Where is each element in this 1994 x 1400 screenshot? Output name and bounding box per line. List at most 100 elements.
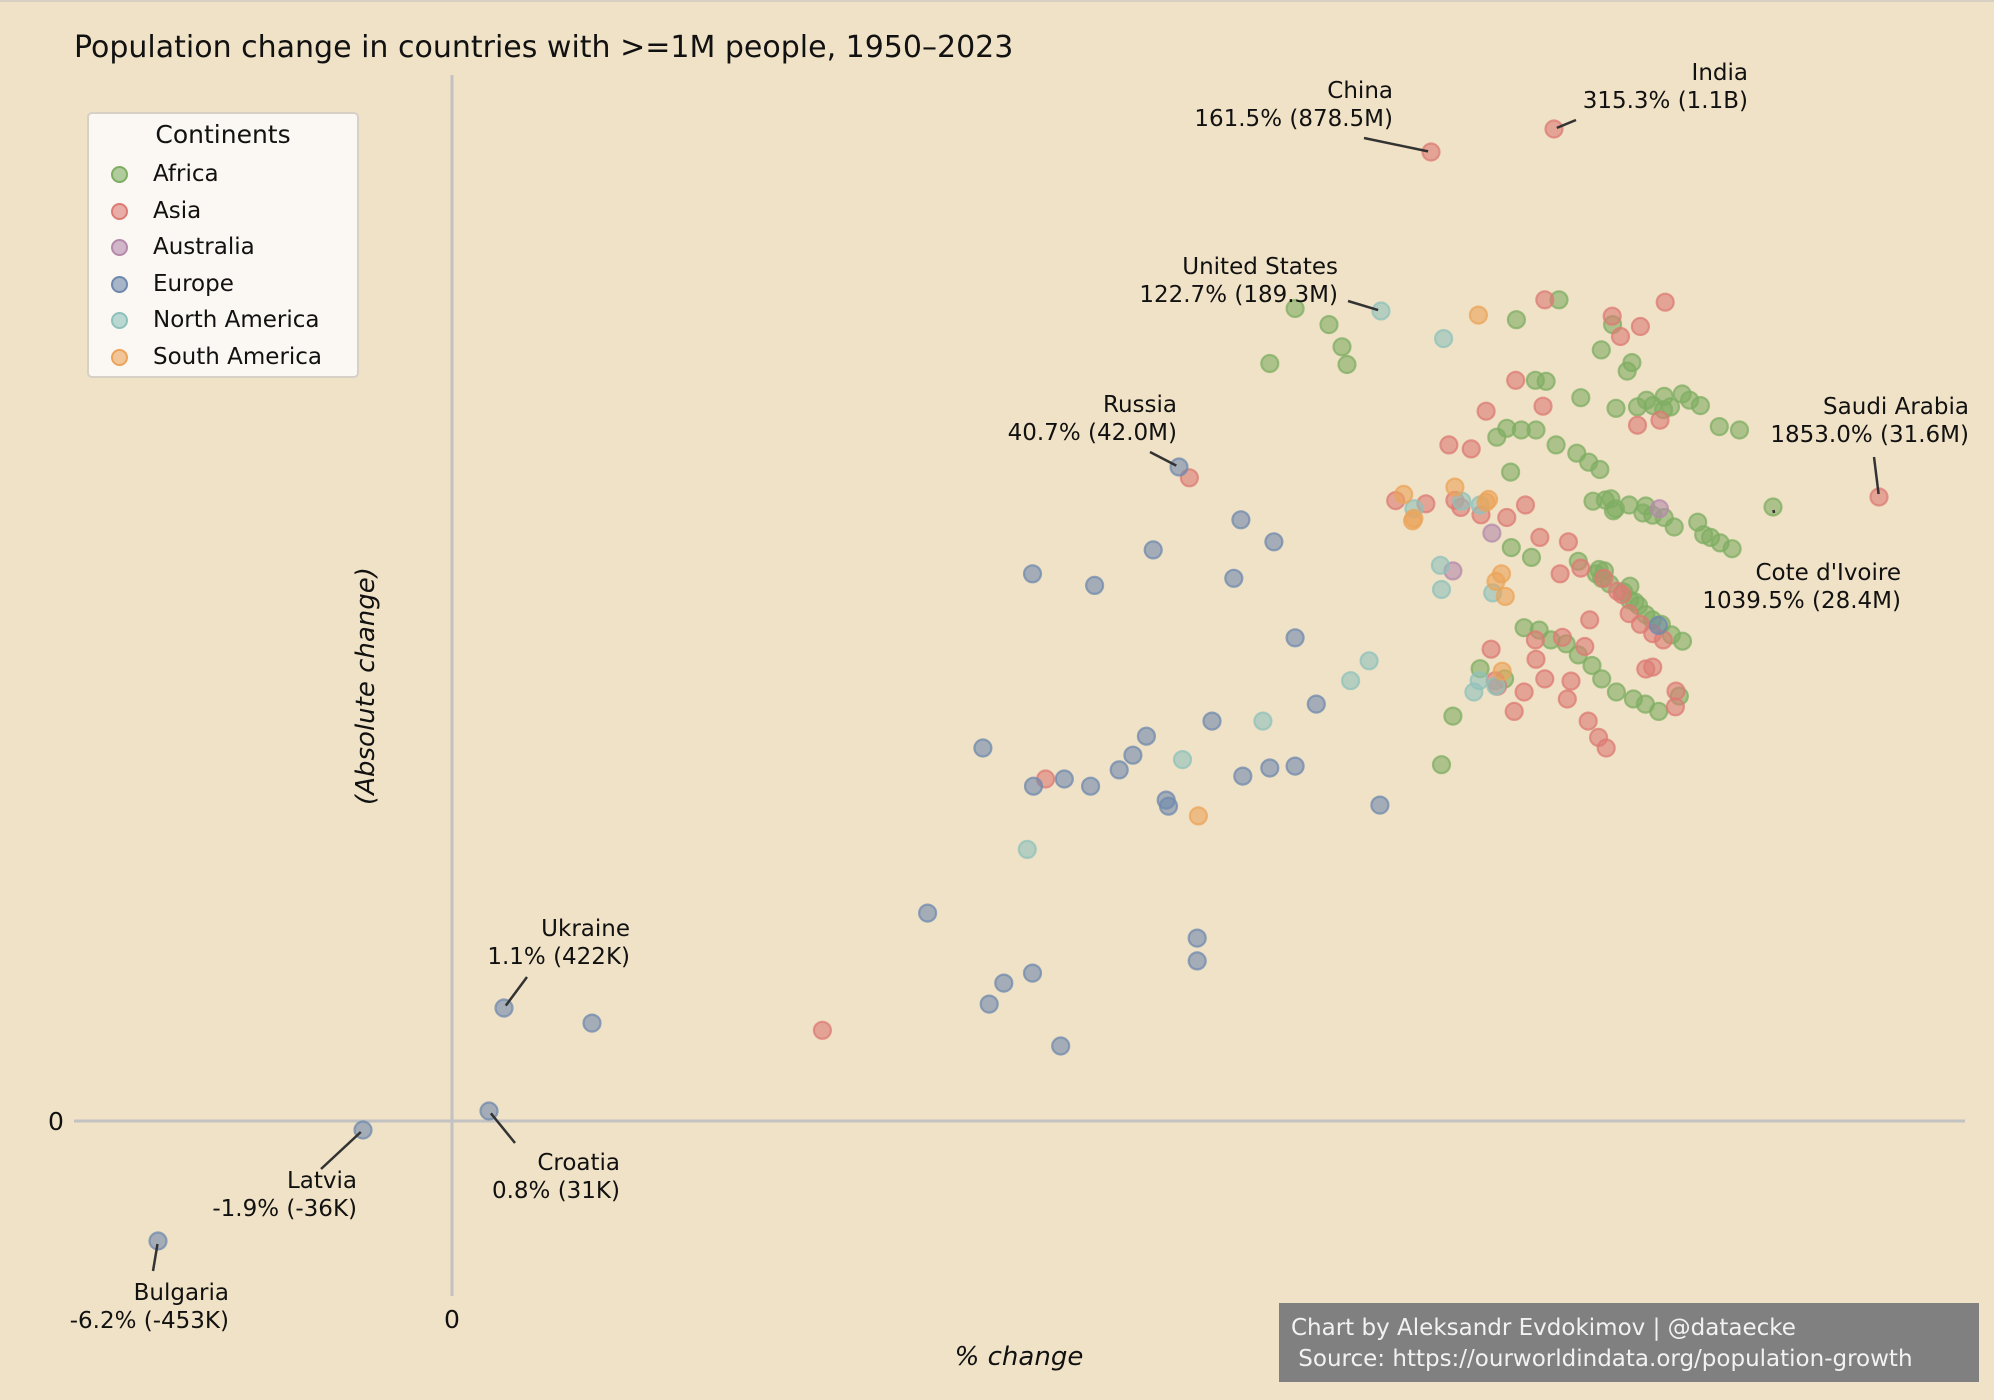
data-point-asia <box>1630 316 1651 337</box>
data-point-europe <box>1054 769 1074 789</box>
data-point-africa <box>1679 390 1700 410</box>
data-point-europe <box>1202 711 1222 731</box>
annotation-leader-line <box>1772 509 1776 514</box>
data-point-europe <box>917 903 938 923</box>
data-point-europe <box>1231 510 1251 530</box>
data-points <box>148 119 1889 1251</box>
data-point-asia <box>1421 142 1441 162</box>
data-point-africa <box>1582 655 1602 676</box>
data-point-asia <box>1552 627 1573 647</box>
data-point-asia <box>1504 701 1524 722</box>
data-point-africa <box>1763 497 1783 517</box>
legend-marker-africa <box>111 165 128 183</box>
data-point-europe <box>1051 1036 1071 1056</box>
credit-box: Chart by Aleksandr Evdokimov | @dataecke… <box>1279 1303 1979 1382</box>
data-point-europe <box>1306 694 1326 714</box>
data-point-africa <box>1337 354 1357 375</box>
annotation-value: 1853.0% (31.6M) <box>1770 422 1969 448</box>
legend-label: Europe <box>153 271 234 297</box>
annotation-country: Saudi Arabia <box>1823 394 1969 420</box>
data-point-asia <box>1655 292 1675 312</box>
data-point-europe <box>1084 575 1105 596</box>
data-point-africa <box>1664 517 1684 537</box>
data-point-africa <box>1729 420 1750 440</box>
data-point-south-america <box>1492 661 1512 681</box>
annotation-country: Cote d'Ivoire <box>1756 560 1902 586</box>
data-point-europe <box>582 1013 602 1033</box>
data-point-north-america <box>1464 682 1484 702</box>
legend-item-south-america: South America <box>111 340 322 374</box>
data-point-europe <box>1158 796 1179 816</box>
annotation-value: 315.3% (1.1B) <box>1583 88 1748 114</box>
data-point-africa <box>1431 755 1452 775</box>
data-point-europe <box>1260 758 1280 778</box>
data-point-south-america <box>1394 484 1414 504</box>
legend-item-australia: Australia <box>111 230 255 264</box>
data-point-europe <box>979 994 999 1014</box>
data-point-europe <box>1285 628 1305 648</box>
legend-item-north-america: North America <box>111 303 320 337</box>
legend-marker-australia <box>111 238 128 256</box>
data-point-australia <box>1649 499 1670 519</box>
data-point-asia <box>1650 410 1670 430</box>
legend-marker-north-america <box>111 311 128 329</box>
x-axis-label: % change <box>955 1342 1084 1372</box>
data-point-europe <box>994 973 1014 993</box>
data-point-asia <box>1535 290 1555 310</box>
chart-title: Population change in countries with >=1M… <box>74 30 1013 65</box>
data-point-asia <box>1594 568 1614 588</box>
data-point-asia <box>1439 435 1459 455</box>
legend-title: Continents <box>155 120 291 149</box>
annotation-value: 40.7% (42.0M) <box>1008 420 1177 446</box>
data-point-north-america <box>1017 839 1037 860</box>
legend-label: South America <box>153 344 323 370</box>
data-point-asia <box>1544 119 1564 139</box>
data-point-north-america <box>1340 671 1361 691</box>
data-point-north-america <box>1431 579 1452 600</box>
annotation-value: -6.2% (-453K) <box>70 1308 229 1334</box>
data-point-europe <box>1187 928 1207 948</box>
data-point-north-america <box>1433 329 1454 349</box>
annotation-country: India <box>1692 60 1748 86</box>
data-point-africa <box>1649 701 1669 722</box>
data-point-africa <box>1501 537 1521 558</box>
annotation-country: Bulgaria <box>134 1280 229 1306</box>
top-border <box>0 0 1994 2</box>
legend-item-africa: Africa <box>111 157 219 191</box>
data-point-asia <box>812 1020 833 1040</box>
data-point-africa <box>1571 388 1591 408</box>
data-point-south-america <box>1478 489 1499 509</box>
data-point-europe <box>1224 568 1244 588</box>
data-point-asia <box>1461 439 1481 459</box>
data-point-asia <box>1514 682 1534 702</box>
data-point-africa <box>1672 631 1693 651</box>
data-point-africa <box>1617 361 1637 381</box>
data-point-south-america <box>1468 305 1489 325</box>
annotation-value: 1.1% (422K) <box>487 944 630 970</box>
data-point-europe <box>1648 615 1669 636</box>
data-point-asia <box>1530 527 1550 548</box>
data-point-asia <box>1558 532 1579 552</box>
legend-label: Asia <box>153 198 202 224</box>
data-point-europe <box>1136 726 1157 746</box>
data-point-africa <box>1606 682 1627 702</box>
annotation-country: Russia <box>1103 392 1177 418</box>
annotation-leader-line <box>1149 450 1177 467</box>
data-point-europe <box>1123 745 1143 765</box>
credit-author: Chart by Aleksandr Evdokimov | @dataecke <box>1291 1315 1796 1341</box>
data-point-africa <box>1443 706 1463 726</box>
data-point-africa <box>1546 435 1566 455</box>
annotation-leader-line <box>151 1243 159 1272</box>
data-point-africa <box>1506 310 1527 330</box>
legend-marker-south-america <box>111 348 128 366</box>
data-point-asia <box>1526 649 1546 669</box>
data-point-africa <box>1709 417 1729 437</box>
data-point-north-america <box>1371 301 1391 321</box>
legend-item-europe: Europe <box>111 267 234 301</box>
data-point-europe <box>1370 795 1390 815</box>
data-point-europe <box>1169 457 1189 477</box>
data-point-europe <box>1233 766 1253 786</box>
data-point-south-america <box>1495 586 1515 607</box>
data-point-europe <box>1080 776 1101 796</box>
